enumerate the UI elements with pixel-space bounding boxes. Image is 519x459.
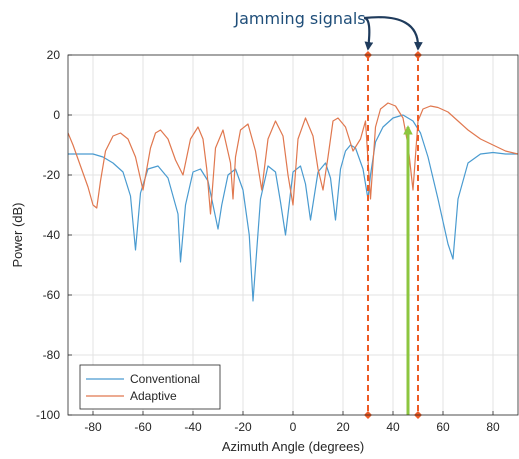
y-tick-label: -60 — [43, 288, 61, 302]
x-axis-label: Azimuth Angle (degrees) — [222, 439, 364, 454]
x-tick-label: -80 — [84, 420, 102, 434]
jamming-signals-label: Jamming signals — [233, 9, 365, 28]
legend-entry-adaptive: Adaptive — [130, 389, 177, 403]
legend-entry-conventional: Conventional — [130, 372, 200, 386]
y-tick-label: 0 — [53, 108, 60, 122]
y-tick-label: -40 — [43, 228, 61, 242]
y-axis-label: Power (dB) — [10, 202, 25, 267]
x-tick-label: 80 — [486, 420, 500, 434]
series-line-adaptive — [68, 102, 518, 215]
x-tick-label: 60 — [436, 420, 450, 434]
y-tick-label: -80 — [43, 348, 61, 362]
x-tick-label: 20 — [336, 420, 350, 434]
jamming-arrow-2 — [363, 16, 423, 51]
series-layer — [68, 102, 518, 302]
x-tick-label: -20 — [234, 420, 252, 434]
legend-box — [79, 364, 221, 410]
y-tick-label: 20 — [47, 48, 61, 62]
y-tick-label: -100 — [36, 408, 60, 422]
series-line-conventional — [68, 114, 518, 302]
x-tick-label: 40 — [386, 420, 400, 434]
x-tick-label: -60 — [134, 420, 152, 434]
y-axis-ticks: -100 -80 -60 -40 -20 0 20 — [36, 48, 72, 422]
annotation-layer — [363, 16, 423, 419]
x-tick-label: -40 — [184, 420, 202, 434]
legend: Conventional Adaptive — [79, 364, 221, 410]
x-tick-label: 0 — [290, 420, 297, 434]
y-tick-label: -20 — [43, 168, 61, 182]
x-axis-ticks: -80 -60 -40 -20 0 20 40 60 80 — [84, 411, 500, 434]
